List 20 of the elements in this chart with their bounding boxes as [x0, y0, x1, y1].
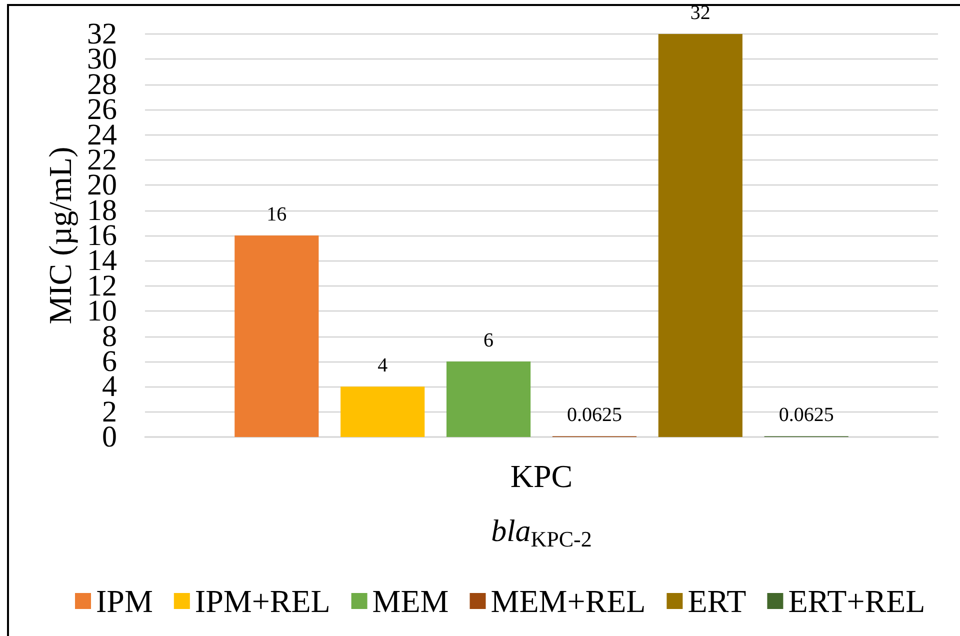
- legend-label: IPM: [96, 583, 153, 619]
- bar: [340, 386, 425, 437]
- bar: [234, 236, 319, 437]
- legend-label: ERT: [688, 583, 747, 619]
- bar: [446, 361, 531, 437]
- y-tick-label: 0: [102, 420, 117, 454]
- x-tick-label: KPC: [510, 458, 573, 494]
- legend-label: MEM+REL: [490, 583, 646, 619]
- y-axis-title: MIC (µg/mL): [42, 146, 78, 324]
- data-label: 0.0625: [778, 404, 834, 426]
- x-axis-title: bla$_{KPC-2}$: [490, 512, 593, 553]
- bar: [658, 34, 742, 437]
- legend-label: ERT+REL: [788, 583, 926, 619]
- data-label: 32: [690, 2, 710, 24]
- legend-label: MEM: [372, 583, 449, 619]
- data-label: 6: [484, 329, 494, 352]
- legend-label: IPM+REL: [194, 583, 330, 619]
- data-label: 16: [266, 204, 287, 226]
- data-label: 4: [378, 354, 388, 377]
- data-label: 0.0625: [566, 404, 622, 426]
